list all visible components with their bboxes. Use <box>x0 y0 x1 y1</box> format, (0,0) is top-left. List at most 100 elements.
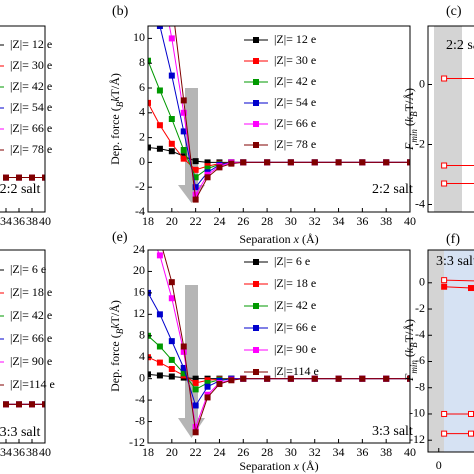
y-tick-label: 24 <box>133 242 145 256</box>
y-tick-label: 4 <box>139 349 145 363</box>
plot-area <box>148 250 410 436</box>
axis-label: Fmin (kBT/Å) <box>402 319 419 382</box>
x-tick-label: 40 <box>404 445 416 459</box>
y-tick-label: 8 <box>139 55 145 69</box>
legend-label: |Z|= 66 e <box>274 116 316 130</box>
x-tick-label: 38 <box>380 445 392 459</box>
axis-label-part: Dep. force ( <box>108 107 122 165</box>
marker <box>441 283 448 290</box>
panel-label: (b) <box>112 4 129 19</box>
marker <box>335 159 342 166</box>
legend-marker <box>253 142 259 148</box>
x-tick-label: 40 <box>39 214 51 228</box>
marker <box>180 343 187 350</box>
marker <box>168 366 175 373</box>
marker <box>264 159 271 166</box>
axis-label-part: F <box>402 373 416 382</box>
series-line <box>174 26 410 202</box>
axis-label-part: T/Å) <box>402 319 416 342</box>
marker <box>3 174 9 181</box>
y-tick-label: -2 <box>415 301 425 315</box>
axis-label-part: (Å) <box>299 232 319 246</box>
axis-label: Separation x (Å) <box>239 459 318 473</box>
series-line <box>444 286 474 289</box>
axis-label-part: B <box>115 328 125 334</box>
marker <box>441 277 448 284</box>
marker <box>192 166 199 173</box>
legend-label: |Z|= 90 e <box>274 342 316 356</box>
marker <box>216 164 223 171</box>
marker <box>468 410 474 417</box>
legend-label: |Z|= 78 e <box>274 137 316 151</box>
marker <box>156 372 163 379</box>
marker <box>3 401 9 408</box>
marker <box>407 159 410 166</box>
x-tick-label: 36 <box>356 445 368 459</box>
legend-label: |Z|= 12 e <box>10 37 52 51</box>
y-tick-label: 10 <box>133 30 145 44</box>
annotation: 3:3 salt <box>436 254 474 269</box>
x-tick-label: 30 <box>285 214 297 228</box>
shaded-region <box>444 250 474 452</box>
marker <box>168 140 175 147</box>
y-tick-label: -2 <box>415 136 425 150</box>
marker <box>168 295 175 302</box>
x-tick-label: 36 <box>13 214 25 228</box>
legend-marker <box>253 121 259 127</box>
axis-label-part: T/Å) <box>108 73 122 96</box>
marker <box>204 174 211 181</box>
legend-label: |Z|= 6 e <box>10 262 46 276</box>
legend-label: |Z|= 6 e <box>274 254 310 268</box>
marker <box>16 174 22 181</box>
marker <box>359 159 366 166</box>
marker <box>192 386 199 393</box>
plot-area <box>3 401 45 408</box>
annotation: 2:2 salt <box>372 182 413 197</box>
axis-label: Fmin (kBT/Å) <box>402 88 419 151</box>
marker <box>148 99 151 106</box>
axis-label-part: k <box>108 96 122 102</box>
axis-label-part: B <box>115 101 125 107</box>
marker <box>287 375 294 382</box>
marker <box>29 174 35 181</box>
x-tick-label: 28 <box>261 214 273 228</box>
legend-label: |Z|= 54 e <box>274 95 316 109</box>
annotation: 2:2 salt <box>446 38 474 53</box>
axis-label-part: (Å) <box>299 459 319 473</box>
legend-marker <box>253 347 259 353</box>
axis-label-part: k <box>108 323 122 329</box>
marker <box>156 145 163 152</box>
legend-label: |Z|= 42 e <box>274 74 316 88</box>
marker <box>441 180 448 187</box>
marker <box>180 147 187 153</box>
y-tick-label: -12 <box>129 435 145 449</box>
marker <box>180 128 187 135</box>
marker <box>168 72 175 79</box>
series-line <box>162 250 410 433</box>
marker <box>240 159 247 166</box>
marker <box>42 174 45 181</box>
shaded-region <box>434 26 462 212</box>
marker <box>29 401 35 408</box>
x-tick-label: 18 <box>142 445 154 459</box>
x-tick-label: 34 <box>333 214 345 228</box>
x-tick-label: 40 <box>39 445 51 459</box>
marker <box>192 402 199 409</box>
y-tick-label: -2 <box>135 179 145 193</box>
marker <box>192 158 199 165</box>
x-tick-label: 34 <box>333 445 345 459</box>
annotation: 3:3 salt <box>0 425 41 440</box>
x-tick-label: 32 <box>309 214 321 228</box>
marker <box>192 379 199 386</box>
marker <box>168 338 175 345</box>
x-tick-label: 30 <box>285 445 297 459</box>
marker <box>168 35 175 42</box>
x-tick-label: 24 <box>213 214 225 228</box>
axis-label-part: Separation <box>239 232 293 246</box>
y-tick-label: 20 <box>133 263 145 277</box>
plot-frame <box>147 249 411 444</box>
marker <box>168 279 175 286</box>
marker <box>204 383 211 390</box>
marker <box>156 122 163 129</box>
